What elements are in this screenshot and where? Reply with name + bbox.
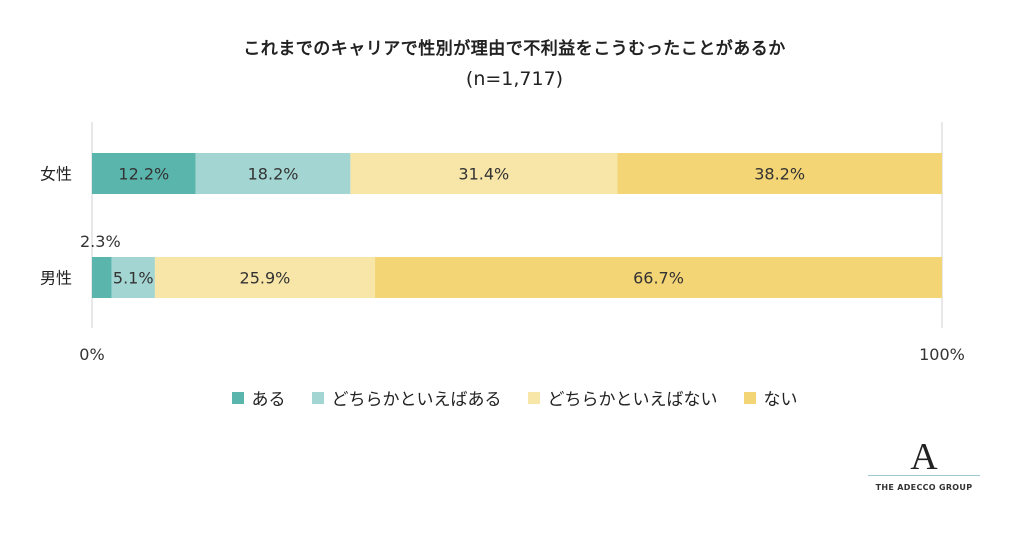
bar-segment bbox=[92, 257, 112, 298]
data-label: 38.2% bbox=[754, 165, 805, 184]
legend-swatch bbox=[743, 391, 756, 404]
data-label: 12.2% bbox=[118, 165, 169, 184]
bar-segment bbox=[350, 153, 618, 194]
data-label: 5.1% bbox=[113, 269, 154, 288]
legend-label: どちらかといえばある bbox=[331, 390, 502, 410]
legend-label: ある bbox=[251, 390, 286, 410]
brand-name: THE ADECCO GROUP bbox=[875, 483, 973, 492]
legend-item: どちらかといえばある bbox=[311, 385, 502, 410]
adecco-a-icon: A bbox=[910, 436, 938, 478]
chart-subtitle: (n=1,717) bbox=[465, 68, 564, 90]
data-label: 25.9% bbox=[240, 269, 291, 288]
legend-swatch bbox=[527, 391, 540, 404]
legend-item: ない bbox=[743, 385, 798, 410]
legend-item: ある bbox=[231, 385, 286, 410]
legend-item: どちらかといえばない bbox=[527, 385, 718, 410]
category-label: 女性 bbox=[40, 165, 72, 184]
x-tick-label: 0% bbox=[79, 345, 104, 364]
brand-divider bbox=[868, 475, 980, 476]
legend: ある どちらかといえばある どちらかといえばない ない bbox=[0, 385, 1029, 410]
bar-segment bbox=[154, 257, 376, 298]
bar-segment bbox=[111, 257, 155, 298]
bar-segment bbox=[617, 153, 942, 194]
legend-label: ない bbox=[763, 390, 798, 410]
data-label: 66.7% bbox=[633, 269, 684, 288]
legend-label: どちらかといえばない bbox=[547, 390, 718, 410]
data-label: 2.3% bbox=[80, 232, 121, 251]
bar-segment bbox=[195, 153, 351, 194]
category-label: 男性 bbox=[40, 269, 72, 288]
legend-swatch bbox=[231, 391, 244, 404]
brand-logo: A THE ADECCO GROUP bbox=[868, 436, 980, 496]
data-label: 18.2% bbox=[248, 165, 299, 184]
data-label: 31.4% bbox=[458, 165, 509, 184]
logo-letter: A bbox=[910, 436, 938, 476]
chart-title: これまでのキャリアで性別が理由で不利益をこうむったことがあるか bbox=[243, 39, 786, 59]
bar-segment bbox=[375, 257, 942, 298]
bar-segment bbox=[92, 153, 196, 194]
x-tick-label: 100% bbox=[919, 345, 965, 364]
legend-swatch bbox=[311, 391, 324, 404]
